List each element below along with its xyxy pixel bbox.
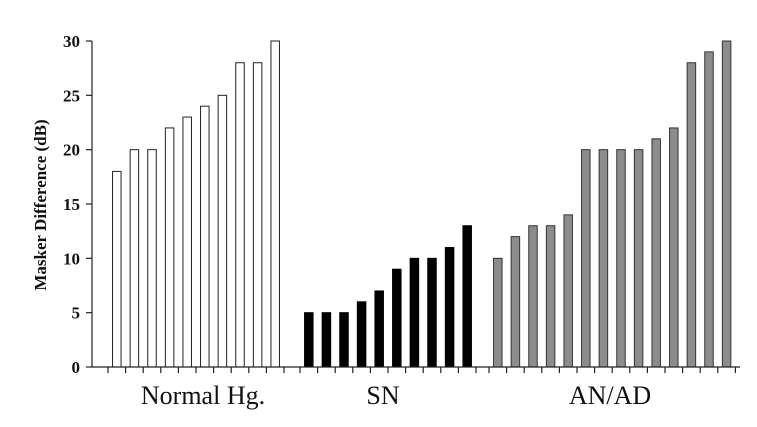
y-tick-label: 0 — [72, 358, 81, 377]
bar — [164, 127, 175, 368]
y-tick-label: 5 — [72, 304, 81, 323]
bar — [235, 62, 245, 368]
y-tick-label: 10 — [63, 249, 80, 268]
bar — [444, 246, 455, 368]
bar — [200, 105, 210, 368]
bar — [427, 257, 437, 368]
bar — [493, 257, 503, 368]
group-label: AN/AD — [569, 381, 651, 410]
bar — [392, 268, 402, 368]
bar — [270, 40, 280, 368]
bar — [721, 40, 732, 368]
bar — [339, 312, 349, 368]
y-tick-label: 15 — [63, 195, 80, 214]
bar — [581, 149, 591, 368]
bar — [462, 225, 472, 368]
bar — [112, 170, 122, 368]
y-axis-ticks: 0 5 10 15 20 25 30 — [63, 32, 92, 377]
bar — [510, 236, 521, 368]
group-labels: Normal Hg. SN AN/AD — [141, 381, 651, 410]
bar — [409, 257, 420, 368]
bar — [129, 149, 140, 368]
y-tick-label: 20 — [63, 141, 80, 160]
y-tick-label: 30 — [63, 32, 80, 51]
bar — [321, 312, 332, 368]
bar — [528, 225, 538, 368]
bars — [112, 40, 732, 368]
bar — [598, 149, 609, 368]
bar — [704, 51, 714, 368]
bar — [147, 149, 157, 368]
bar — [304, 312, 314, 368]
bar — [356, 301, 367, 368]
bar — [182, 116, 192, 368]
bar — [616, 149, 626, 368]
group-label: Normal Hg. — [141, 381, 265, 410]
bar — [545, 225, 556, 368]
bar — [651, 138, 661, 368]
bar — [563, 214, 573, 368]
y-tick-label: 25 — [63, 86, 80, 105]
y-axis-label: Masker Difference (dB) — [31, 119, 50, 290]
bar — [252, 62, 263, 368]
x-axis-ticks — [107, 367, 737, 373]
bar — [217, 94, 228, 368]
bar — [686, 62, 697, 368]
bar — [669, 127, 679, 368]
bar — [374, 290, 384, 368]
group-label: SN — [366, 381, 399, 410]
bar — [633, 149, 644, 368]
